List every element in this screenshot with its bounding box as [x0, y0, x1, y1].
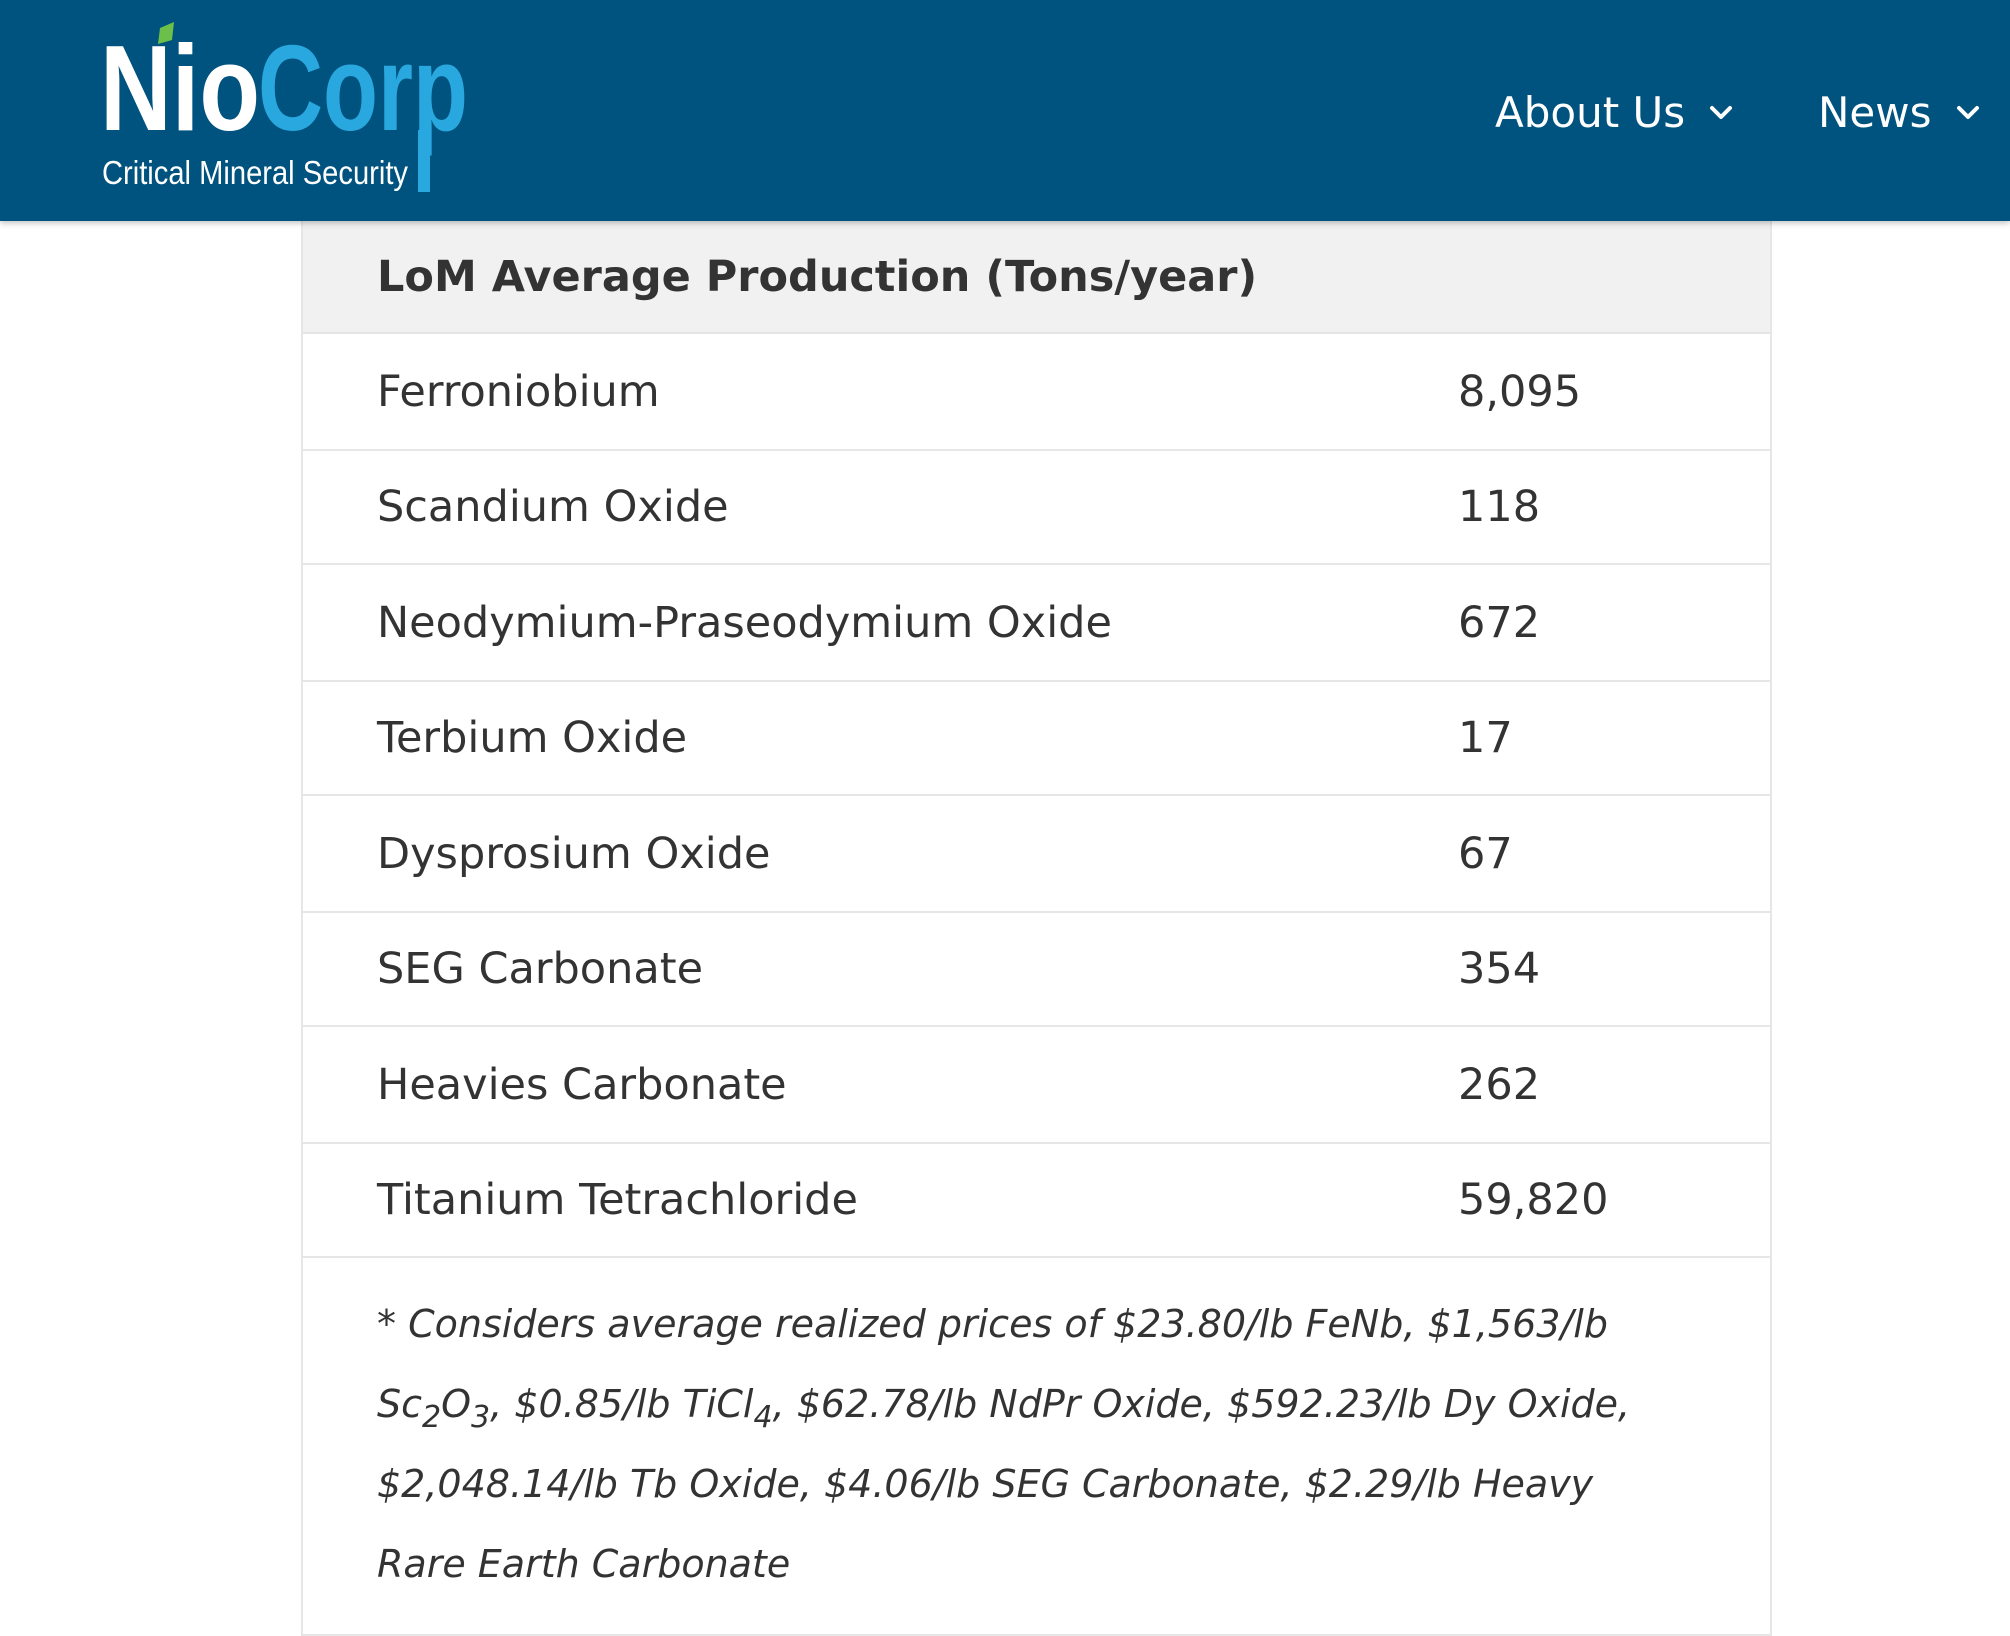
chevron-down-icon [1710, 106, 1733, 119]
row-name: Scandium Oxide [377, 482, 729, 532]
footnote-text: O [441, 1382, 472, 1426]
row-name: Terbium Oxide [377, 713, 688, 763]
logo-text-nio: Nio [100, 22, 260, 156]
production-table: LoM Average Production (Tons/year) Ferro… [301, 221, 1772, 1636]
footnote-subscript: 3 [471, 1400, 491, 1435]
row-value: 118 [1458, 482, 1541, 532]
nav-news[interactable]: News [1818, 82, 1982, 142]
table-row: Neodymium-Praseodymium Oxide 672 [303, 565, 1770, 682]
chevron-down-icon [1956, 106, 1979, 119]
table-row: Scandium Oxide 118 [303, 451, 1770, 565]
nav-about-us-label: About Us [1495, 87, 1686, 137]
footnote-text: , $0.85/lb TiCl [490, 1382, 754, 1426]
row-name: Dysprosium Oxide [377, 828, 771, 879]
footnote-subscript: 2 [422, 1400, 442, 1435]
footnote-text: * Considers average realized prices of $… [377, 1302, 1608, 1426]
row-value: 262 [1458, 1059, 1541, 1110]
nav-news-label: News [1818, 87, 1932, 137]
niocorp-logo[interactable]: Nio Corp Critical Mineral Security [100, 22, 480, 198]
table-row: Dysprosium Oxide 67 [303, 796, 1770, 913]
logo-text-corp: Corp [258, 22, 468, 156]
row-value: 59,820 [1458, 1175, 1609, 1225]
table-header-label: LoM Average Production (Tons/year) [377, 251, 1258, 302]
logo-leaf-icon [158, 22, 174, 44]
logo-tagline: Critical Mineral Security [102, 154, 408, 191]
row-name: SEG Carbonate [377, 944, 704, 994]
table-row: Terbium Oxide 17 [303, 682, 1770, 796]
row-value: 67 [1458, 828, 1513, 879]
table-row: SEG Carbonate 354 [303, 913, 1770, 1027]
pricing-footnote: * Considers average realized prices of $… [303, 1258, 1770, 1634]
table-header: LoM Average Production (Tons/year) [303, 221, 1770, 334]
table-row: Heavies Carbonate 262 [303, 1027, 1770, 1144]
site-header: Nio Corp Critical Mineral Security About… [0, 0, 2010, 221]
row-name: Neodymium-Praseodymium Oxide [377, 597, 1112, 648]
row-value: 17 [1458, 713, 1513, 763]
row-value: 672 [1458, 597, 1541, 648]
row-name: Ferroniobium [377, 366, 660, 417]
footnote-subscript: 4 [753, 1400, 773, 1435]
logo-p-tail [418, 130, 430, 192]
nav-about-us[interactable]: About Us [1495, 82, 1735, 142]
row-value: 8,095 [1458, 366, 1582, 417]
table-row: Ferroniobium 8,095 [303, 334, 1770, 451]
row-value: 354 [1458, 944, 1541, 994]
table-row: Titanium Tetrachloride 59,820 [303, 1144, 1770, 1258]
row-name: Titanium Tetrachloride [377, 1175, 858, 1225]
row-name: Heavies Carbonate [377, 1059, 787, 1110]
